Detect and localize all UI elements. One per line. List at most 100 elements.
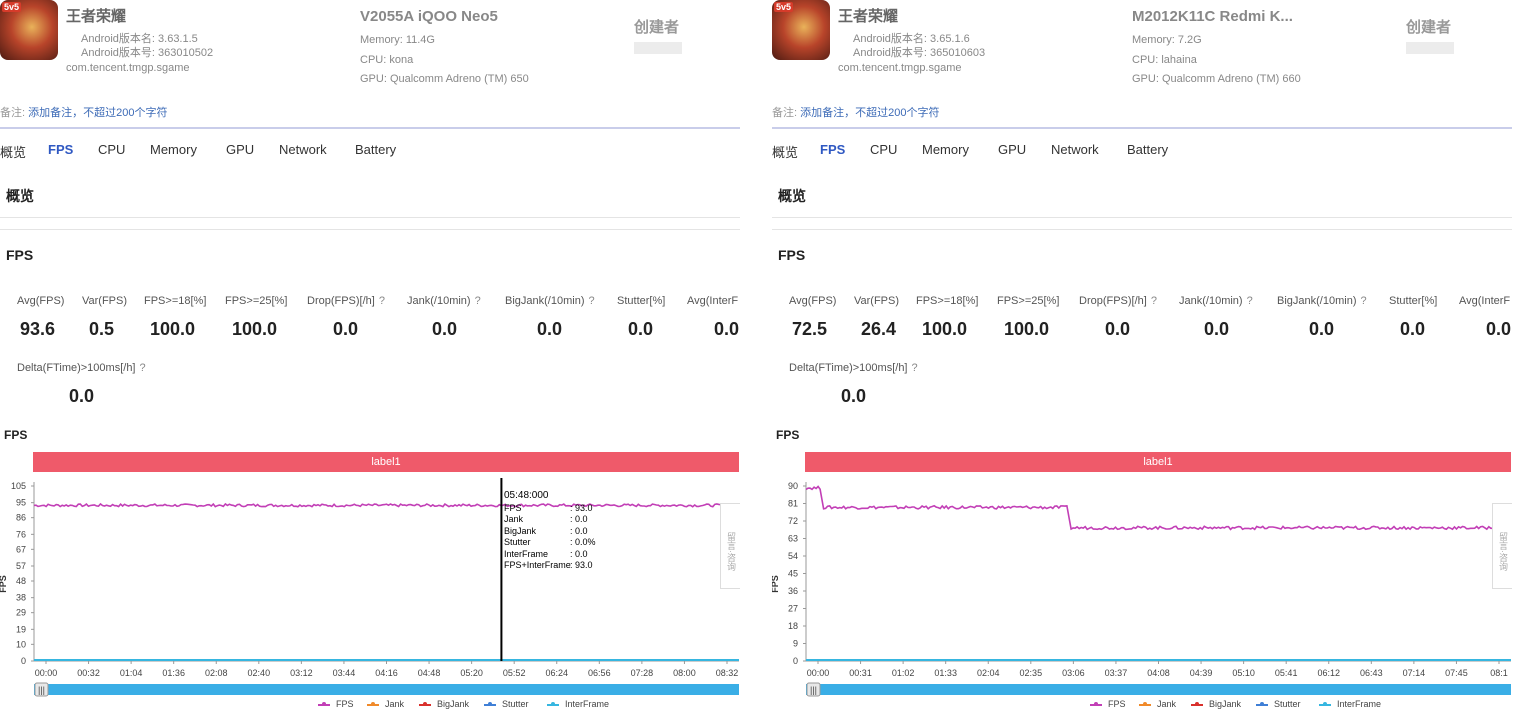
metric-value: 0.0 <box>1400 319 1426 339</box>
metric-label-text: Drop(FPS)[/h] <box>1079 295 1147 307</box>
creator-name-redacted <box>1406 42 1454 54</box>
legend-item-jank[interactable]: Jank <box>367 699 404 709</box>
note-row: 备注: 添加备注，不超过200个字符 <box>772 104 939 120</box>
device-name: V2055A iQOO Neo5 <box>360 8 498 25</box>
x-tick-label: 02:08 <box>205 668 228 678</box>
legend-item-stutter[interactable]: Stutter <box>1256 699 1301 709</box>
help-icon[interactable]: ? <box>378 295 385 307</box>
y-tick-label: 38 <box>16 593 26 603</box>
help-icon[interactable]: ? <box>1150 295 1157 307</box>
metric-value: 100.0 <box>1004 319 1050 339</box>
tooltip-value: : 0.0 <box>570 548 588 559</box>
legend-swatch <box>1191 701 1203 706</box>
legend-swatch <box>419 701 431 706</box>
y-tick-label: 27 <box>788 604 798 614</box>
metric-label-text: Stutter[%] <box>617 295 666 307</box>
x-tick-label: 05:20 <box>460 668 483 678</box>
metric-label: Delta(FTime)>100ms[/h]? <box>789 362 918 374</box>
tab-network[interactable]: Network <box>279 142 327 157</box>
zoom-handle[interactable] <box>34 682 49 697</box>
legend-item-bigjank[interactable]: BigJank <box>1191 699 1241 709</box>
legend-label: BigJank <box>1209 699 1242 709</box>
x-tick-label: 07:14 <box>1403 668 1426 678</box>
metric-label: Stutter[%] <box>617 295 665 307</box>
legend-item-interframe[interactable]: InterFrame <box>1319 699 1381 709</box>
zoom-scrollbar[interactable] <box>806 684 1511 695</box>
tab-overview[interactable]: 概览 <box>772 145 799 160</box>
tab-battery[interactable]: Battery <box>355 142 397 157</box>
y-tick-label: 105 <box>11 481 26 491</box>
metric-label-text: Avg(InterF <box>1459 295 1511 307</box>
tab-fps[interactable]: FPS <box>820 142 846 157</box>
legend-item-fps[interactable]: FPS <box>1090 699 1126 709</box>
tab-gpu[interactable]: GPU <box>998 142 1027 157</box>
tab-gpu[interactable]: GPU <box>226 142 255 157</box>
note-label: 备注: <box>772 107 798 119</box>
metric-value: 100.0 <box>232 319 278 339</box>
y-tick-label: 63 <box>788 534 798 544</box>
metric-label-text: Avg(FPS) <box>17 295 65 307</box>
add-note-link[interactable]: 添加备注，不超过200个字符 <box>28 107 168 119</box>
tab-memory[interactable]: Memory <box>922 142 969 157</box>
legend-label: BigJank <box>437 699 470 709</box>
x-tick-label: 02:04 <box>977 668 1000 678</box>
help-icon[interactable]: ? <box>474 295 481 307</box>
metric-label-text: Delta(FTime)>100ms[/h] <box>17 362 136 374</box>
metric-value: 0.0 <box>69 386 95 406</box>
tab-cpu[interactable]: CPU <box>870 142 898 157</box>
label-band[interactable]: label1 <box>805 452 1511 472</box>
fps-line-chart[interactable]: 0 9 18 27 36 45 54 63 72 81 90 FPS 00:00 00:31 01:02 01… <box>772 478 1512 708</box>
metric-label: Stutter[%] <box>1389 295 1437 307</box>
tooltip-value: : 93.0 <box>570 502 593 513</box>
device-gpu: GPU: Qualcomm Adreno (TM) 660 <box>1132 73 1301 85</box>
feedback-side-tab[interactable]: 留言·咨询 <box>720 503 740 589</box>
tab-memory[interactable]: Memory <box>150 142 197 157</box>
y-tick-label: 76 <box>16 529 26 539</box>
legend-item-fps[interactable]: FPS <box>318 699 354 709</box>
help-icon[interactable]: ? <box>1246 295 1253 307</box>
tooltip-key: Stutter <box>504 537 531 547</box>
legend-label: InterFrame <box>1337 699 1382 709</box>
add-note-link[interactable]: 添加备注，不超过200个字符 <box>800 107 940 119</box>
metric-value: 93.6 <box>20 319 56 339</box>
x-tick-label: 04:08 <box>1147 668 1170 678</box>
device-name: M2012K11C Redmi K... <box>1132 8 1293 25</box>
feedback-side-tab[interactable]: 留言·咨询 <box>1492 503 1512 589</box>
help-icon[interactable]: ? <box>139 362 146 374</box>
legend-item-jank[interactable]: Jank <box>1139 699 1176 709</box>
device-cpu: CPU: kona <box>360 54 414 66</box>
y-tick-label: 67 <box>16 544 26 554</box>
metric-value: 0.0 <box>432 319 458 339</box>
label-band[interactable]: label1 <box>33 452 739 472</box>
legend-item-interframe[interactable]: InterFrame <box>547 699 609 709</box>
metric-label-text: BigJank(/10min) <box>1277 295 1357 307</box>
zoom-handle[interactable] <box>806 682 821 697</box>
metric-label: Avg(FPS) <box>17 295 64 307</box>
metric-label-text: Delta(FTime)>100ms[/h] <box>789 362 908 374</box>
y-tick-label: 36 <box>788 586 798 596</box>
metric-value: 0.0 <box>537 319 563 339</box>
help-icon[interactable]: ? <box>1360 295 1367 307</box>
zoom-scrollbar[interactable] <box>34 684 739 695</box>
tab-battery[interactable]: Battery <box>1127 142 1169 157</box>
y-tick-label: 45 <box>788 569 798 579</box>
tab-overview[interactable]: 概览 <box>0 145 27 160</box>
tab-network[interactable]: Network <box>1051 142 1099 157</box>
help-icon[interactable]: ? <box>911 362 918 374</box>
metric-label: BigJank(/10min)? <box>505 295 595 307</box>
app-icon-badge: 5v5 <box>774 2 794 12</box>
tab-cpu[interactable]: CPU <box>98 142 126 157</box>
y-tick-label: 10 <box>16 639 26 649</box>
tooltip-row: Stutter: 0.0% <box>504 537 596 549</box>
metric-value: 0.5 <box>89 319 115 339</box>
fps-line-chart[interactable]: 0 10 19 29 38 48 57 67 76 86 95 105 FPS 00:00 00:32 01:… <box>0 478 740 708</box>
tooltip-key: Jank <box>504 514 524 524</box>
legend-item-bigjank[interactable]: BigJank <box>419 699 469 709</box>
metric-label: FPS>=25[%] <box>225 295 287 307</box>
fps-series-line <box>33 502 740 508</box>
device-memory: Memory: 7.2G <box>1132 34 1202 46</box>
tab-fps[interactable]: FPS <box>48 142 74 157</box>
help-icon[interactable]: ? <box>588 295 595 307</box>
device-cpu: CPU: lahaina <box>1132 54 1197 66</box>
legend-item-stutter[interactable]: Stutter <box>484 699 529 709</box>
